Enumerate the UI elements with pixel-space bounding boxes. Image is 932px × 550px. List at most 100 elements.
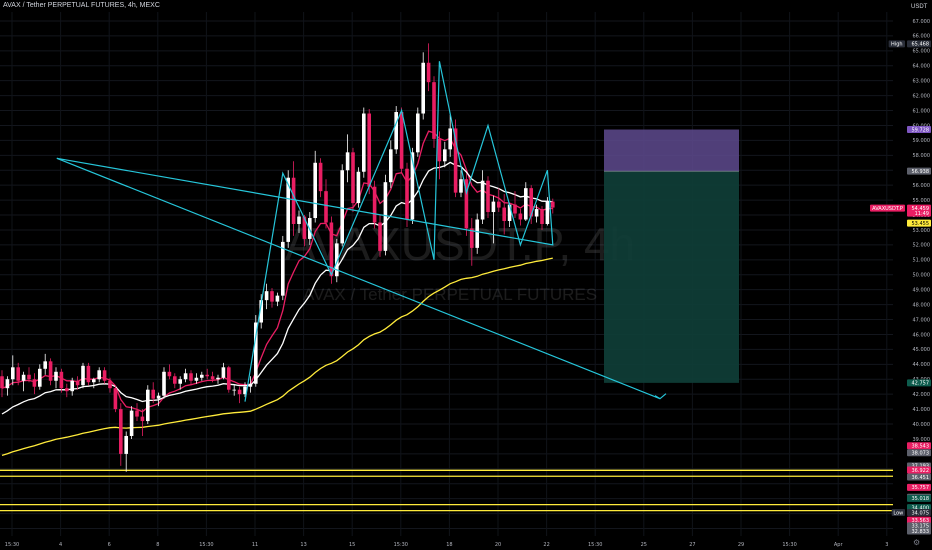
candle — [135, 403, 139, 422]
candle — [129, 406, 134, 439]
candle-body — [205, 374, 209, 377]
candle-body — [453, 128, 458, 193]
candle-body — [194, 377, 199, 381]
price-tick: 61.000 — [913, 108, 931, 114]
candle-body — [48, 361, 53, 381]
candle — [119, 403, 123, 466]
candle — [216, 374, 220, 384]
gear-icon[interactable]: ⚙ — [913, 538, 921, 547]
candle — [178, 376, 182, 390]
time-axis[interactable]: 15:30 4 6 8 15:30 11 13 15 15:30 18 20 22 15:30 25 27 2… — [5, 542, 932, 548]
candle-body — [426, 62, 431, 83]
price-tick: 48.000 — [913, 302, 931, 308]
candle — [302, 215, 307, 247]
candle-body — [32, 379, 37, 387]
candle-body — [70, 380, 74, 392]
candle — [313, 150, 317, 223]
candle — [156, 392, 161, 407]
candle-body — [464, 179, 469, 229]
candle — [92, 377, 96, 389]
zigzag-drawing[interactable] — [56, 61, 667, 402]
price-label: 36.451 — [907, 473, 931, 481]
candle-body — [507, 204, 512, 222]
candle — [108, 377, 112, 393]
time-tick: 22 — [543, 542, 549, 548]
candle-body — [216, 377, 220, 380]
price-label-box — [907, 473, 931, 481]
candle-body — [113, 388, 118, 410]
currency-label[interactable]: USDT — [911, 4, 928, 10]
price-label-value: 35.757 — [912, 485, 930, 491]
price-label-value: 34.075 — [912, 510, 930, 516]
candle-body — [11, 367, 15, 380]
price-label-box — [907, 126, 931, 134]
candle — [437, 131, 442, 180]
price-label-tag — [870, 204, 905, 212]
candle-body — [329, 222, 334, 277]
candle — [124, 431, 128, 472]
candle — [340, 164, 344, 247]
candle-body — [551, 201, 555, 208]
candle — [227, 365, 231, 393]
time-tick: 6 — [108, 542, 111, 548]
candle — [318, 158, 323, 198]
price-label-value: 38.073 — [912, 451, 930, 457]
candle-body — [173, 376, 177, 384]
time-tick: 18 — [446, 542, 452, 548]
candle — [329, 216, 334, 284]
price-tick: 41.000 — [913, 407, 931, 413]
candle — [151, 382, 155, 404]
price-label: 53.455 — [907, 219, 931, 227]
price-tick: 58.000 — [913, 153, 931, 159]
candle — [372, 180, 377, 229]
candle-body — [302, 216, 307, 239]
price-tick: 45.000 — [913, 347, 931, 353]
candle — [399, 107, 404, 174]
candle-body — [102, 370, 107, 381]
candle-body — [459, 179, 463, 193]
candle-body — [221, 367, 226, 378]
candle-body — [92, 379, 96, 383]
candle — [81, 362, 85, 389]
time-tick: 3 — [885, 542, 888, 548]
price-tick: 46.000 — [913, 332, 931, 338]
candle-body — [518, 213, 523, 220]
candle — [48, 358, 53, 386]
take-profit-zone — [604, 171, 739, 383]
price-label: 36.922 — [907, 466, 931, 474]
candle — [113, 385, 118, 413]
candle-body — [264, 291, 269, 301]
support-lines[interactable] — [0, 469, 893, 512]
candle-body — [410, 152, 415, 220]
candle — [21, 371, 26, 392]
price-axis[interactable]: 67.000 66.000 65.000 64.000 63.000 62.000 61.0… — [913, 19, 931, 443]
candle-body — [189, 373, 193, 381]
price-tick: 40.000 — [913, 422, 931, 428]
candle-body — [475, 219, 479, 248]
candle-body — [97, 370, 101, 380]
candle-body — [502, 207, 506, 222]
candle — [356, 167, 361, 208]
candle-body — [421, 62, 425, 114]
candle-body — [75, 380, 80, 386]
candle — [16, 362, 20, 386]
candle-body — [146, 389, 150, 422]
candle — [324, 179, 328, 229]
candle — [194, 373, 199, 384]
candle-body — [324, 191, 328, 223]
position-tool[interactable] — [604, 129, 739, 383]
price-label: 34.075 Low — [891, 508, 931, 516]
candle — [502, 194, 506, 235]
time-tick: 11 — [252, 542, 258, 548]
candle — [97, 367, 101, 383]
candle — [464, 173, 469, 236]
candle-body — [119, 409, 123, 454]
candle — [394, 106, 398, 154]
candle-body — [432, 82, 436, 139]
candle-body — [491, 201, 496, 213]
candle — [367, 109, 371, 195]
candle — [491, 195, 496, 244]
candle-body — [389, 149, 393, 183]
